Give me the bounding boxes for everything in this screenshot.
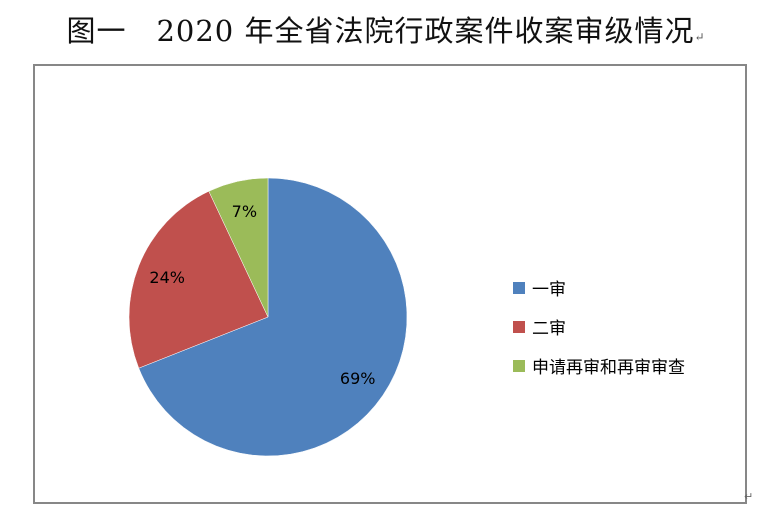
legend-item: 二审 — [513, 307, 685, 346]
title-text: 图一 2020 年全省法院行政案件收案审级情况 — [66, 14, 695, 48]
legend-label: 一审 — [532, 280, 566, 300]
legend-item: 申请再审和再审审查 — [513, 346, 685, 385]
return-mark: ↵ — [694, 30, 706, 44]
legend-label: 二审 — [532, 319, 566, 339]
data-label: 24% — [149, 268, 185, 287]
legend-swatch — [513, 359, 525, 372]
data-label: 7% — [232, 202, 257, 221]
legend-item: 一审 — [513, 268, 685, 307]
chart-title: 图一 2020 年全省法院行政案件收案审级情况↵ — [0, 8, 772, 50]
data-label: 69% — [340, 369, 376, 388]
return-mark: ↵ — [744, 490, 754, 503]
pie-slice — [128, 190, 269, 369]
legend-swatch — [513, 320, 525, 333]
legend: 一审 二审 申请再审和再审审查 — [513, 268, 685, 385]
pie-slice — [208, 177, 269, 318]
pie-slice — [138, 177, 408, 457]
legend-swatch — [513, 281, 525, 294]
legend-label: 申请再审和再审审查 — [532, 358, 685, 378]
